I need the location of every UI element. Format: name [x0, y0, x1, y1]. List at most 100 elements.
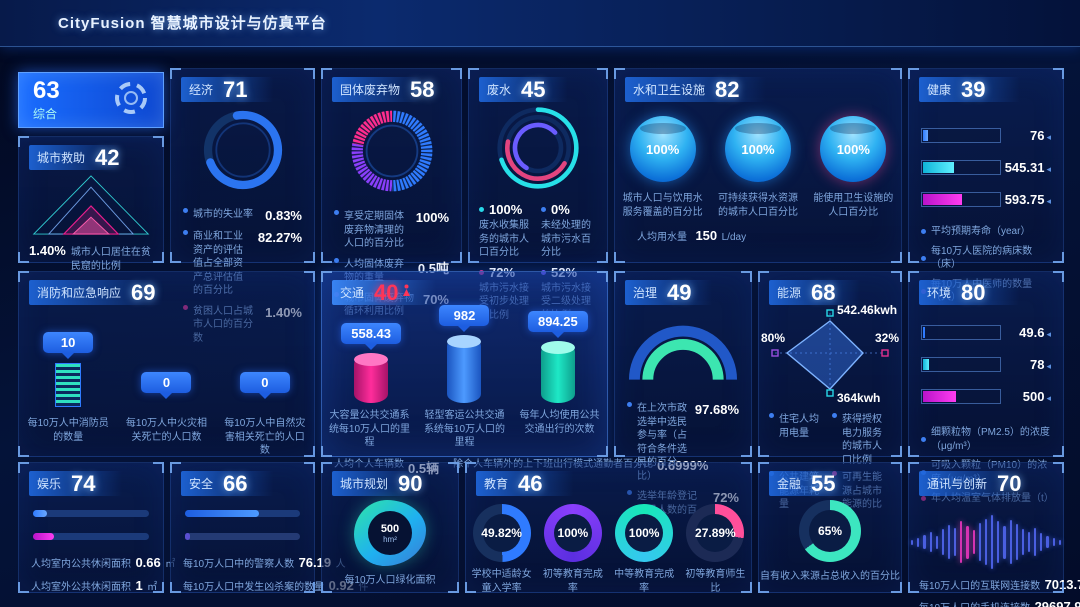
- panel-title: 经济: [189, 83, 214, 97]
- chart-label: 自有收入来源占总收入的百分比: [760, 571, 900, 582]
- panel-title: 安全: [189, 477, 214, 491]
- panel-water-sanitation[interactable]: 水和卫生设施 82 100% 城市人口与饮用水服务覆盖的百分比 100% 可持续获…: [614, 68, 902, 263]
- metric-cell: 100% 废水收集服务的城市人口百分比: [479, 202, 529, 258]
- panel-title: 健康: [927, 83, 952, 97]
- panel-score: 68: [811, 279, 836, 305]
- education-donut: 27.89% 初等教育师生比: [682, 504, 748, 595]
- panel-score: 58: [410, 76, 435, 102]
- panel-title: 水和卫生设施: [633, 83, 706, 97]
- triangle-chart: [19, 172, 163, 243]
- panel-title: 废水: [487, 83, 512, 97]
- panel-fire-emergency[interactable]: 消防和应急响应 69 10 0 0 每10万人中消防员的数量 每10万人中火灾相关…: [18, 271, 315, 457]
- waveform-chart: [909, 510, 1063, 574]
- panel-score: 49: [667, 279, 692, 305]
- metric-cell: 0% 未经处理的城市污水百分比: [541, 202, 591, 258]
- panel-score: 71: [223, 76, 248, 102]
- finance-ring-chart: 65%: [759, 500, 901, 562]
- panel-education[interactable]: 教育 46 49.82% 学校中适龄女童入学率 100% 初等教育完成率 100%…: [465, 462, 752, 595]
- panel-traffic[interactable]: 交通 40 558.43 982 894.25 大容量公共交通系统每10万人口的…: [321, 271, 708, 476]
- energy-radar-chart: 542.46kwh 80% 32% 364kwh: [759, 303, 901, 405]
- health-bars: 76 545.31 593.75: [921, 128, 1051, 207]
- stat-value: 1.40%: [29, 243, 66, 258]
- overall-label: 综合: [33, 106, 58, 121]
- panel-score: 66: [223, 470, 248, 496]
- panel-title: 消防和应急响应: [37, 286, 122, 300]
- panel-score: 45: [521, 76, 546, 102]
- panel-score: 40: [374, 279, 399, 305]
- axis-right: 32%: [874, 331, 899, 345]
- water-gauge: 100% 城市人口与饮用水服务覆盖的百分比: [619, 116, 707, 219]
- environment-bars: 49.6 78 500: [921, 325, 1051, 404]
- panel-score: 39: [961, 76, 986, 102]
- economy-ring-chart: [171, 104, 314, 201]
- panel-title: 城市规划: [340, 477, 389, 491]
- governance-gauge: [615, 321, 751, 388]
- panel-title: 环境: [927, 286, 952, 300]
- stat-label: 城市人口居住在贫民窟的比例: [70, 247, 151, 272]
- fire-metric: 0: [239, 372, 290, 407]
- panel-title: 固体废弃物: [340, 83, 401, 97]
- center-value: 500: [380, 522, 400, 535]
- panel-title: 交通: [340, 286, 365, 300]
- firefighters-bar: [55, 363, 82, 407]
- panel-score: 90: [398, 470, 423, 496]
- panel-title: 能源: [777, 286, 802, 300]
- education-donut: 49.82% 学校中适龄女童入学率: [469, 504, 535, 595]
- safety-bars: [185, 510, 300, 540]
- panel-energy[interactable]: 能源 68 542.46kwh 80% 32% 364kwh 住宅人均用电量 获得…: [758, 271, 902, 524]
- panel-title: 金融: [777, 477, 802, 491]
- app-header: CityFusion 智慧城市设计与仿真平台: [0, 0, 1080, 47]
- panel-score: 80: [961, 279, 986, 305]
- panel-finance[interactable]: 金融 55 65% 自有收入来源占总收入的百分比: [758, 462, 902, 593]
- axis-top: 542.46kwh: [837, 303, 898, 317]
- chart-label: 每10万人口绿化面积: [344, 575, 436, 586]
- panel-score: 46: [518, 470, 543, 496]
- panel-score: 74: [71, 470, 96, 496]
- fire-metric: 10: [43, 332, 94, 407]
- education-donut: 100% 中等教育完成率: [611, 504, 677, 595]
- app-title: CityFusion 智慧城市设计与仿真平台: [58, 15, 327, 32]
- panel-title: 治理: [633, 286, 658, 300]
- panel-city-rescue[interactable]: 城市救助 42 1.40% 城市人口居住在贫民窟的比例: [18, 136, 164, 272]
- metric-row: 享受定期固体废弃物清理的人口的百分比 100%: [334, 210, 449, 251]
- education-donut: 100% 初等教育完成率: [540, 504, 606, 595]
- metric-row: 城市的失业率 0.83%: [183, 208, 302, 223]
- stat-unit: L/day: [721, 232, 747, 243]
- center-unit: hm²: [383, 534, 397, 544]
- axis-bottom: 364kwh: [837, 391, 881, 405]
- green-area-blob-chart: 500 hm²: [322, 500, 458, 566]
- panel-score: 82: [715, 76, 740, 102]
- wastewater-ring-chart: [469, 102, 607, 199]
- panel-score: 42: [95, 144, 120, 170]
- stat-value: 150: [695, 228, 718, 243]
- panel-score: 55: [811, 470, 836, 496]
- solid-waste-gauge: [322, 104, 461, 203]
- water-gauge: 100% 能使用卫生设施的人口百分比: [809, 116, 897, 219]
- alert-person-icon: [402, 284, 411, 302]
- entertainment-bars: [33, 510, 149, 540]
- panel-title: 城市救助: [37, 151, 86, 165]
- panel-urban-planning[interactable]: 城市规划 90 500 hm² 每10万人口绿化面积: [321, 462, 459, 593]
- fire-metric: 0: [141, 372, 192, 407]
- panel-title: 娱乐: [37, 477, 62, 491]
- water-gauge: 100% 可持续获得水资源的城市人口百分比: [714, 116, 802, 219]
- overall-badge-icon: [113, 80, 149, 121]
- traffic-cylinder-chart: 558.43 982 894.25: [322, 305, 607, 403]
- panel-score: 70: [997, 470, 1022, 496]
- overall-score-card[interactable]: 63 综合: [18, 72, 164, 128]
- axis-left: 80%: [761, 331, 786, 345]
- panel-title: 教育: [484, 477, 509, 491]
- overall-score: 63: [33, 76, 60, 104]
- stat-label: 人均用水量: [637, 232, 687, 243]
- panel-score: 69: [131, 279, 156, 305]
